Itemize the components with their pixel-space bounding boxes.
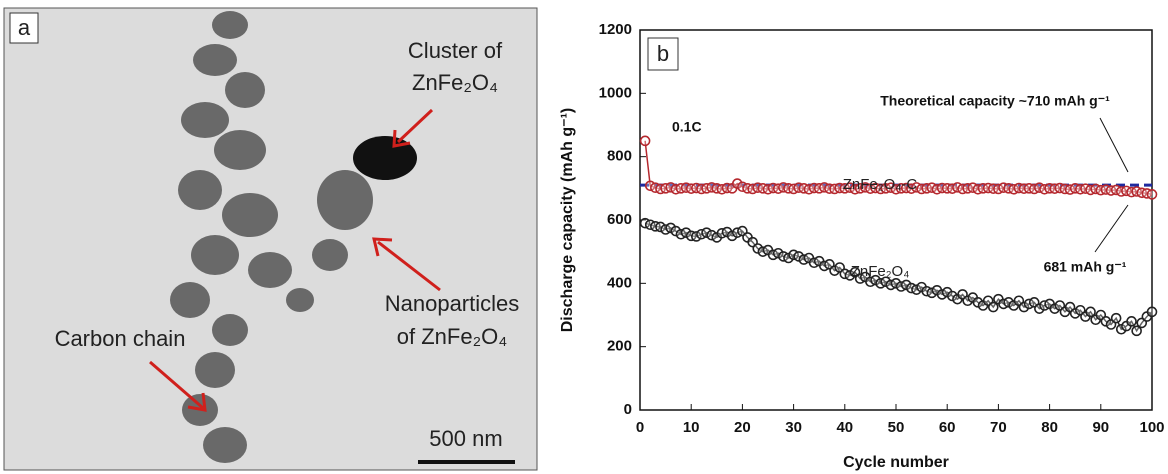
x-tick-label: 80 [1041,419,1058,436]
annotation: Carbon chain [55,326,186,351]
series-line [644,140,1153,196]
x-tick-label: 20 [734,419,751,436]
plot-frame [639,29,1153,411]
x-tick-label: 70 [990,419,1007,436]
marker [936,289,948,300]
series-name: ZnFe₂O₄-C [843,176,918,193]
marker [655,221,666,233]
y-tick-label: 1000 [599,84,632,101]
annotation: 681 mAh g⁻¹ [1044,259,1127,275]
marker [639,135,651,147]
x-tick-label: 100 [1139,419,1164,436]
scale-bar-label: 500 nm [429,426,502,451]
y-axis-title: Discharge capacity (mAh g⁻¹) [559,108,576,333]
marker [987,301,999,313]
marker [701,227,712,238]
y-tick-label: 0 [624,401,632,418]
y-tick-label: 600 [607,211,632,228]
tem-image [3,7,538,471]
marker [691,231,702,242]
marker [1131,325,1142,337]
marker [1146,189,1158,200]
annotation: Nanoparticles [385,291,520,316]
x-tick-label: 60 [939,419,956,436]
x-tick-label: 40 [836,419,853,436]
y-tick-label: 200 [607,338,632,355]
x-tick-label: 30 [785,419,802,436]
annotation: of ZnFe₂O₄ [397,324,507,349]
y-tick-label: 1200 [599,21,632,38]
series-name: ZnFe₂O₄ [851,263,910,280]
annotation: 0.1C [672,119,702,135]
arrows [149,108,441,412]
reference-label: Theoretical capacity ~710 mAh g⁻¹ [880,93,1110,109]
marker [1085,306,1096,318]
x-tick-label: 90 [1092,419,1109,436]
y-tick-label: 800 [607,148,632,165]
marker [1126,316,1137,327]
panel-a: a Cluster of ZnFe₂O₄ Nanoparticles of Zn… [3,7,538,471]
x-tick-label: 0 [636,419,644,436]
panel-label: a [18,15,31,40]
annotation: Cluster of [408,38,503,63]
x-tick-label: 50 [888,419,905,436]
pointer [1094,204,1129,253]
panel-label: b [657,41,669,66]
panel-label-box [9,12,39,44]
marker [926,287,938,299]
pointer [1099,117,1129,173]
x-axis-title: Cycle number [843,454,949,471]
series-line [644,222,1153,333]
annotation: ZnFe₂O₄ [412,70,498,95]
marker [1110,312,1122,324]
dark-cluster [353,136,417,180]
marker [911,284,922,295]
y-tick-label: 400 [607,274,632,291]
x-tick-label: 10 [683,419,700,436]
marker [706,229,717,241]
marker [1146,306,1158,318]
panel-label-box [647,37,679,71]
